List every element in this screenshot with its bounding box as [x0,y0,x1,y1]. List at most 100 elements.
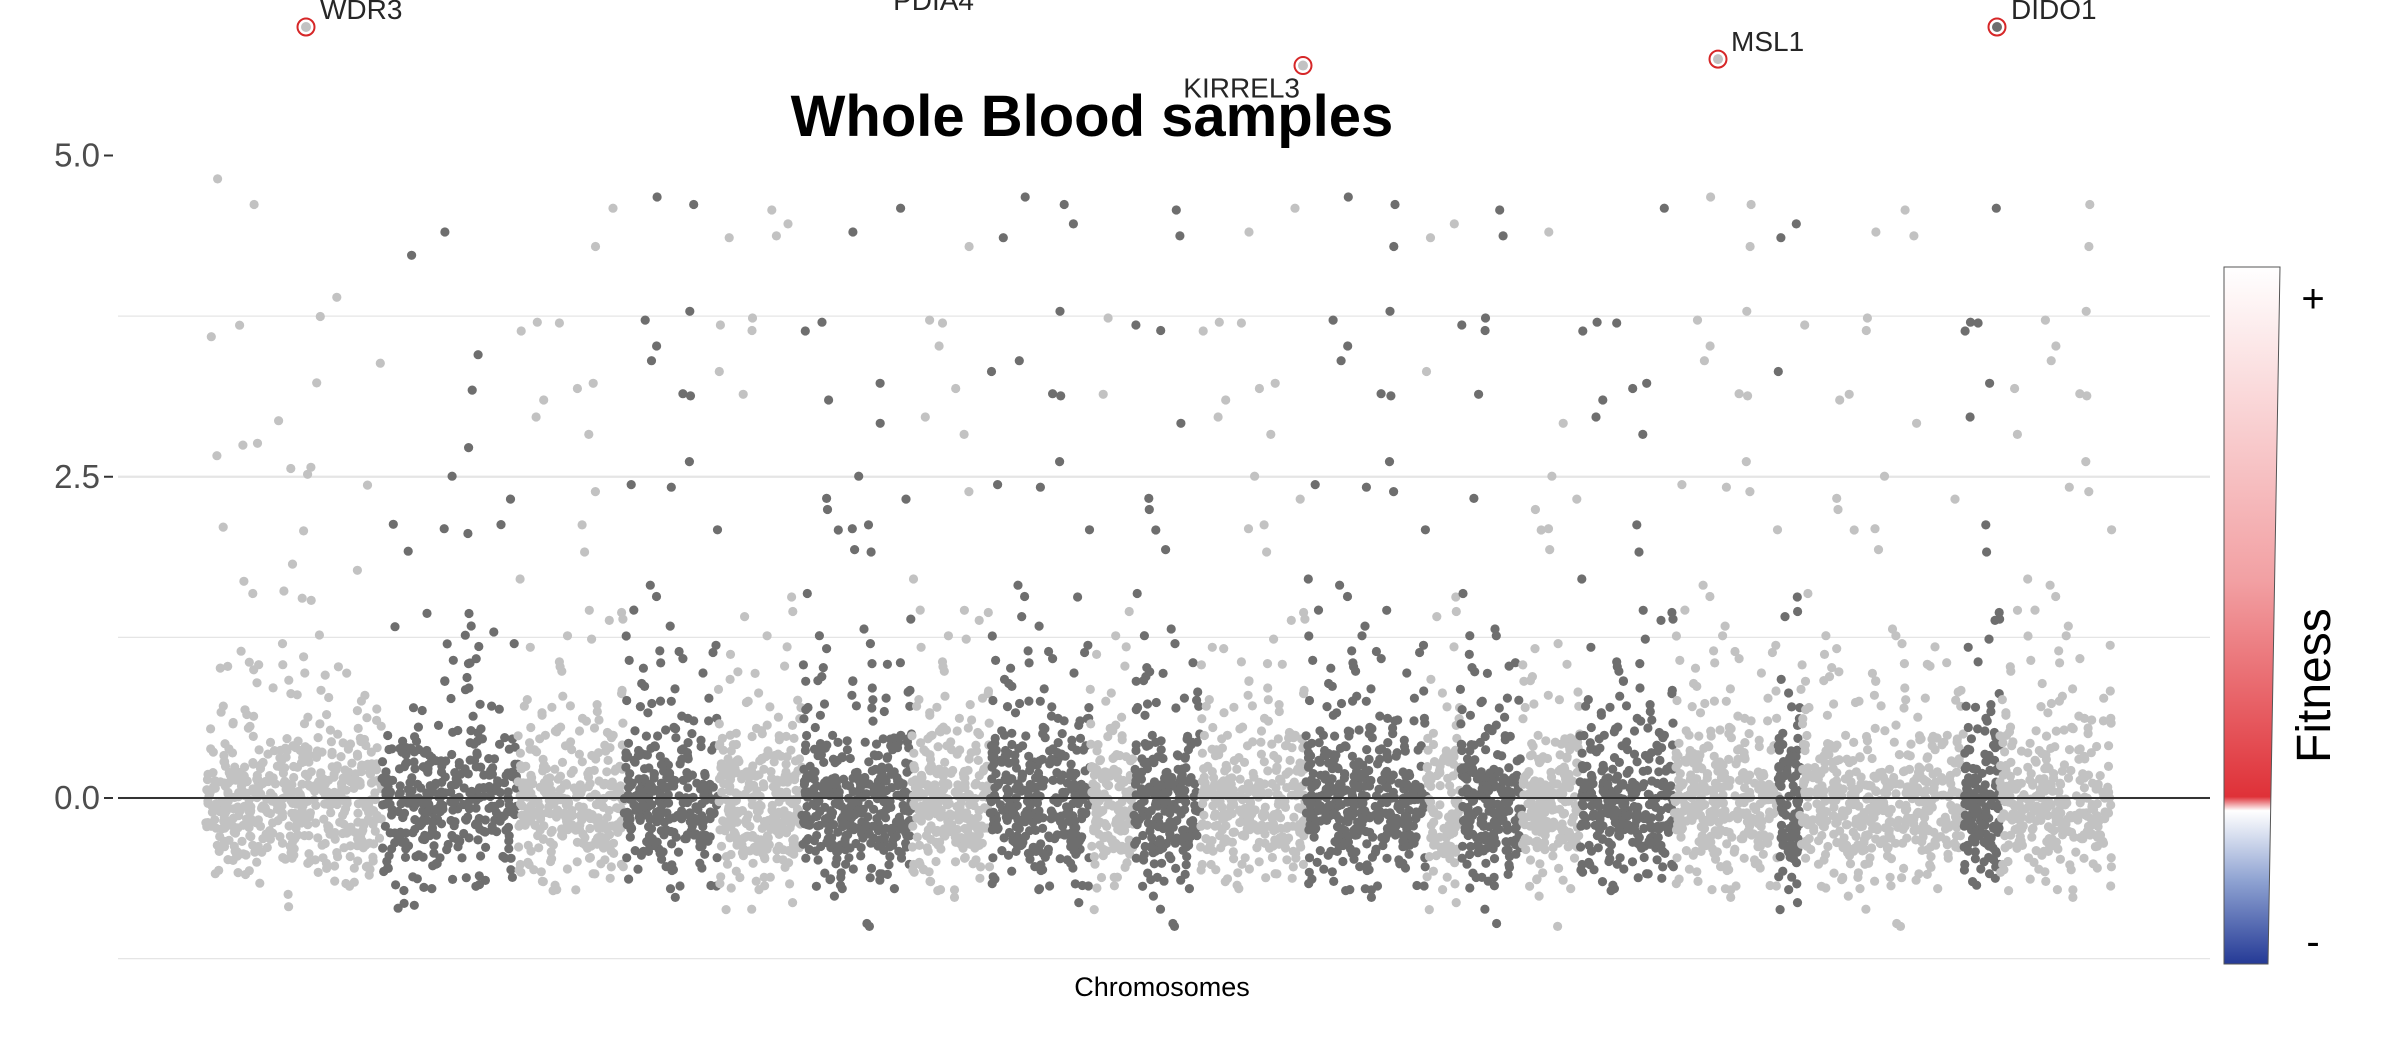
data-point [1057,729,1067,739]
data-point [1068,219,1078,229]
data-point [1047,702,1057,712]
data-point [1172,750,1182,760]
data-point [248,759,258,769]
data-point [1705,591,1715,602]
data-point [204,791,214,801]
data-point [1382,797,1392,808]
data-point [513,731,523,741]
data-point [669,813,679,823]
data-point [864,757,874,767]
data-point [310,855,320,865]
data-point [879,706,889,717]
data-point [1335,580,1345,590]
data-point [974,729,985,740]
data-point [762,838,772,848]
data-point [629,605,639,615]
data-point [1746,716,1756,726]
data-point [577,520,587,530]
data-point [1445,845,1455,855]
data-point [1576,842,1586,852]
data-point [1269,810,1279,820]
data-point [1624,765,1634,776]
data-point [1044,646,1054,657]
data-point [388,519,398,529]
data-point [715,879,725,889]
data-point [1355,862,1365,872]
data-point [1465,631,1475,641]
data-point [712,525,723,535]
data-point [1343,341,1353,351]
data-point [1155,837,1165,848]
data-point [1243,524,1254,534]
data-point [382,856,392,867]
data-point [1450,879,1460,889]
data-point [1059,199,1069,210]
data-point [814,631,825,641]
data-point [1267,852,1277,863]
data-point [997,846,1007,856]
data-point [1287,729,1297,740]
data-point [533,796,543,807]
data-point [1391,751,1401,761]
data-point [842,736,852,746]
data-point [304,831,314,841]
data-point [1668,718,1678,728]
data-point [1424,770,1434,780]
data-points [201,174,2117,932]
data-point [1055,457,1065,467]
data-point [1052,797,1062,808]
data-point [1336,698,1347,709]
data-point [750,668,760,679]
data-point [823,834,833,844]
data-point [1726,892,1736,903]
data-point [353,799,363,809]
data-point [1584,840,1594,851]
data-point [242,709,252,720]
data-point [287,559,298,569]
data-point [1424,905,1434,915]
data-point [1285,755,1295,766]
data-point [476,762,486,772]
data-point [685,306,695,316]
data-point [476,851,486,861]
data-point [255,878,265,888]
data-point [249,199,259,210]
data-point [480,815,490,825]
data-point [431,830,441,840]
data-point [1256,749,1266,759]
data-point [656,658,666,668]
data-point [1321,750,1331,760]
data-point [1489,854,1500,864]
data-point [404,784,414,795]
data-point [1013,580,1023,590]
data-point [938,778,948,788]
data-point [1700,698,1710,709]
data-point [724,233,734,243]
data-point [875,418,885,428]
data-point [419,882,429,893]
data-point [473,835,483,845]
data-point [661,725,671,735]
data-point [1056,391,1066,401]
data-point [372,704,382,714]
data-point [481,842,491,853]
data-point [1263,683,1273,693]
data-point [854,471,864,481]
data-point [333,729,343,739]
data-point [656,760,667,770]
data-point [714,366,724,377]
data-point [674,646,684,657]
data-point [1733,711,1743,721]
data-point [1284,767,1294,777]
data-point [461,873,471,883]
data-point [1069,846,1079,856]
data-point [577,757,587,767]
data-point [239,576,249,586]
data-point [689,716,699,726]
data-point [1196,842,1206,852]
data-point [1287,873,1297,883]
data-point [788,606,798,617]
data-point [973,755,983,766]
data-point [868,695,878,705]
